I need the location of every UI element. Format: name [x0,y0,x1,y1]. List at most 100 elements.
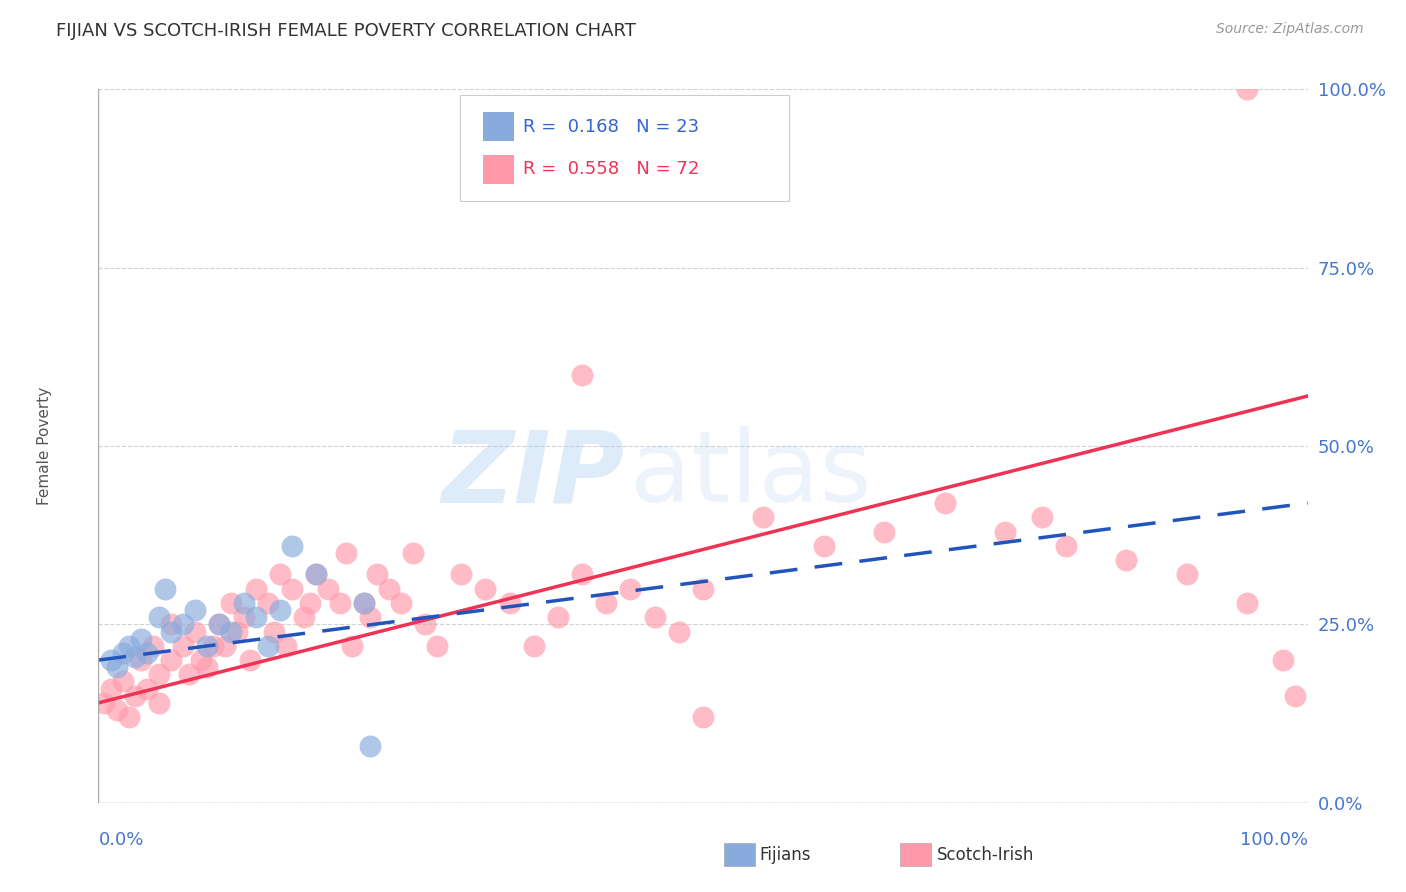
Point [366,567,388,582]
Point [450,567,472,582]
Point [1031,510,1053,524]
Text: Female Poverty: Female Poverty [37,387,52,505]
Point [619,582,641,596]
Point [426,639,449,653]
Point [184,603,207,617]
Point [1284,689,1306,703]
Point [118,710,141,724]
Point [329,596,352,610]
Point [571,368,593,382]
Point [208,617,231,632]
Point [1236,596,1258,610]
Point [172,617,194,632]
Point [353,596,375,610]
Point [342,639,364,653]
Point [129,632,152,646]
Point [93,696,115,710]
Point [111,646,134,660]
Point [105,703,128,717]
Point [1236,82,1258,96]
Point [148,667,170,681]
Point [160,653,183,667]
Point [160,624,183,639]
Point [256,596,278,610]
Point [142,639,165,653]
Point [316,582,339,596]
Point [389,596,412,610]
Point [232,610,254,624]
Point [281,582,304,596]
Point [360,739,382,753]
Point [232,596,254,610]
Point [124,649,146,664]
Text: R =  0.558   N = 72: R = 0.558 N = 72 [523,161,699,178]
Point [595,596,617,610]
Point [184,624,207,639]
Point [474,582,496,596]
Point [214,639,236,653]
Point [148,610,170,624]
Point [1175,567,1198,582]
Point [752,510,775,524]
Point [245,582,267,596]
Point [221,624,243,639]
Point [195,639,218,653]
Point [111,674,134,689]
Point [245,610,267,624]
Point [813,539,835,553]
Point [202,639,225,653]
Point [148,696,170,710]
Point [571,567,593,582]
Point [644,610,666,624]
Text: Scotch-Irish: Scotch-Irish [936,846,1033,863]
Point [692,710,714,724]
Point [221,596,243,610]
Point [190,653,212,667]
Point [402,546,425,560]
Point [179,667,201,681]
Point [135,681,157,696]
Point [256,639,278,653]
Text: R =  0.168   N = 23: R = 0.168 N = 23 [523,118,699,136]
Point [523,639,546,653]
Point [292,610,315,624]
Point [692,582,714,596]
Point [208,617,231,632]
Point [934,496,956,510]
Text: ZIP: ZIP [441,426,624,523]
Point [668,624,690,639]
Text: 0.0%: 0.0% [98,831,143,849]
Point [263,624,285,639]
Point [994,524,1017,539]
Point [305,567,328,582]
Point [281,539,304,553]
Point [1115,553,1137,567]
Point [377,582,399,596]
Point [299,596,322,610]
Text: Fijians: Fijians [759,846,811,863]
Point [547,610,569,624]
Point [100,681,122,696]
Point [269,567,291,582]
Point [239,653,262,667]
Point [1272,653,1295,667]
Point [335,546,357,560]
Point [172,639,194,653]
Text: 100.0%: 100.0% [1240,831,1308,849]
Point [195,660,218,674]
Point [124,689,146,703]
Point [353,596,375,610]
Point [226,624,249,639]
Point [274,639,297,653]
Point [153,582,176,596]
Point [360,610,382,624]
Point [118,639,141,653]
Point [1054,539,1077,553]
Point [100,653,122,667]
Text: atlas: atlas [630,426,872,523]
Point [160,617,183,632]
Point [269,603,291,617]
Point [305,567,328,582]
Point [129,653,152,667]
Point [413,617,436,632]
